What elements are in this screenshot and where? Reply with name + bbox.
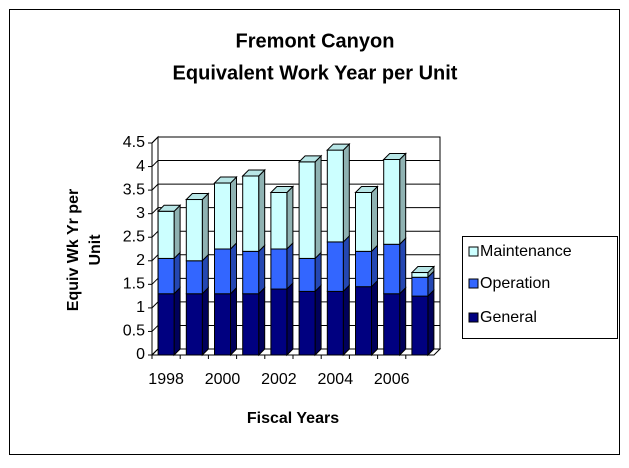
x-axis-label: Fiscal Years bbox=[247, 410, 339, 427]
y-tick-label: 2.5 bbox=[123, 228, 145, 245]
bar-side bbox=[201, 253, 209, 295]
bar-segment bbox=[383, 293, 401, 356]
y-tick-label: 4.5 bbox=[123, 134, 145, 151]
bar-side bbox=[201, 286, 209, 357]
y-tick-label: 3 bbox=[136, 205, 145, 222]
bar-side bbox=[371, 185, 378, 253]
bar-segment bbox=[298, 290, 316, 356]
x-tick-label: 2004 bbox=[318, 371, 354, 388]
bar-side bbox=[314, 284, 322, 357]
bar-segment bbox=[298, 257, 316, 292]
bar-side bbox=[399, 237, 407, 295]
legend-swatch bbox=[468, 312, 479, 323]
bar-side bbox=[427, 288, 435, 357]
bar-top bbox=[241, 169, 266, 177]
bar-segment bbox=[242, 175, 260, 252]
y-axis-label: Equiv Wk Yr per bbox=[65, 189, 82, 311]
bar-side bbox=[230, 286, 237, 357]
bar-segment bbox=[185, 293, 203, 356]
bar-top bbox=[269, 185, 295, 193]
legend-swatch bbox=[468, 246, 479, 257]
bar-side bbox=[201, 192, 209, 262]
bar-side bbox=[314, 154, 322, 260]
y-tick-label: 0 bbox=[136, 346, 145, 363]
y-tick-label: 2 bbox=[136, 252, 145, 269]
bar-top bbox=[213, 176, 238, 184]
chart-title: Fremont Canyon bbox=[236, 30, 395, 52]
bar-side bbox=[371, 244, 378, 288]
bar-side bbox=[286, 185, 294, 251]
y-tick-label: 1 bbox=[136, 299, 145, 316]
legend-label: Operation bbox=[480, 275, 550, 292]
bar-segment bbox=[355, 286, 372, 356]
bar-segment bbox=[411, 272, 429, 278]
bar-side bbox=[314, 251, 322, 293]
bar-side bbox=[258, 286, 266, 357]
bar-side bbox=[371, 279, 378, 357]
bar-segment bbox=[242, 293, 260, 356]
bar-top bbox=[326, 143, 351, 151]
bar-side bbox=[173, 286, 181, 357]
bar-side bbox=[399, 286, 407, 357]
bar-segment bbox=[214, 293, 231, 356]
bar-segment bbox=[157, 257, 175, 295]
bar-segment bbox=[411, 276, 429, 297]
bar-side bbox=[173, 204, 181, 260]
legend-label: General bbox=[480, 309, 537, 326]
bar-top bbox=[156, 204, 182, 212]
bar-segment bbox=[326, 290, 344, 356]
bar-segment bbox=[214, 248, 231, 295]
bar-side bbox=[173, 251, 181, 295]
x-tick-label: 2006 bbox=[374, 371, 410, 388]
x-tick-label: 2000 bbox=[205, 371, 241, 388]
bar-segment bbox=[157, 210, 175, 259]
x-tick-label: 2002 bbox=[261, 371, 297, 388]
bar-side bbox=[286, 281, 294, 357]
bar-side bbox=[286, 241, 294, 291]
legend-box bbox=[462, 236, 618, 339]
bar-segment bbox=[355, 250, 372, 288]
bar-side bbox=[258, 168, 266, 253]
y-tick-label: 0.5 bbox=[123, 323, 145, 340]
bar-segment bbox=[270, 248, 288, 290]
bar-segment bbox=[270, 288, 288, 356]
y-axis-label: Unit bbox=[87, 234, 104, 266]
bar-side bbox=[342, 234, 350, 293]
bar-top bbox=[185, 193, 210, 201]
bar-side bbox=[230, 241, 237, 295]
bar-top bbox=[354, 185, 379, 193]
bar-segment bbox=[326, 149, 344, 243]
bar-segment bbox=[185, 199, 203, 262]
legend-swatch bbox=[468, 278, 479, 289]
y-tick-label: 4 bbox=[136, 158, 145, 175]
x-tick-label: 1998 bbox=[148, 371, 184, 388]
bar-segment bbox=[326, 241, 344, 292]
bar-side bbox=[342, 284, 350, 357]
grid-line bbox=[151, 136, 440, 144]
bar-segment bbox=[383, 158, 401, 245]
bar-segment bbox=[383, 243, 401, 295]
bar-side bbox=[342, 142, 350, 244]
legend-label: Maintenance bbox=[480, 243, 572, 260]
bar-segment bbox=[298, 161, 316, 259]
bar-top bbox=[410, 266, 436, 274]
bar-segment bbox=[355, 191, 372, 252]
bar-side bbox=[399, 152, 407, 246]
bar-segment bbox=[242, 250, 260, 295]
bar-top bbox=[297, 155, 323, 163]
bar-segment bbox=[185, 260, 203, 295]
bar-segment bbox=[411, 295, 429, 356]
chart-title: Equivalent Work Year per Unit bbox=[173, 62, 458, 84]
y-tick-label: 1.5 bbox=[123, 276, 145, 293]
bar-segment bbox=[214, 182, 231, 250]
y-tick-label: 3.5 bbox=[123, 181, 145, 198]
bar-side bbox=[258, 244, 266, 295]
side-wall bbox=[151, 135, 159, 357]
bar-segment bbox=[270, 191, 288, 250]
bar-segment bbox=[157, 293, 175, 356]
bar-top bbox=[382, 152, 407, 160]
bar-side bbox=[230, 175, 237, 251]
